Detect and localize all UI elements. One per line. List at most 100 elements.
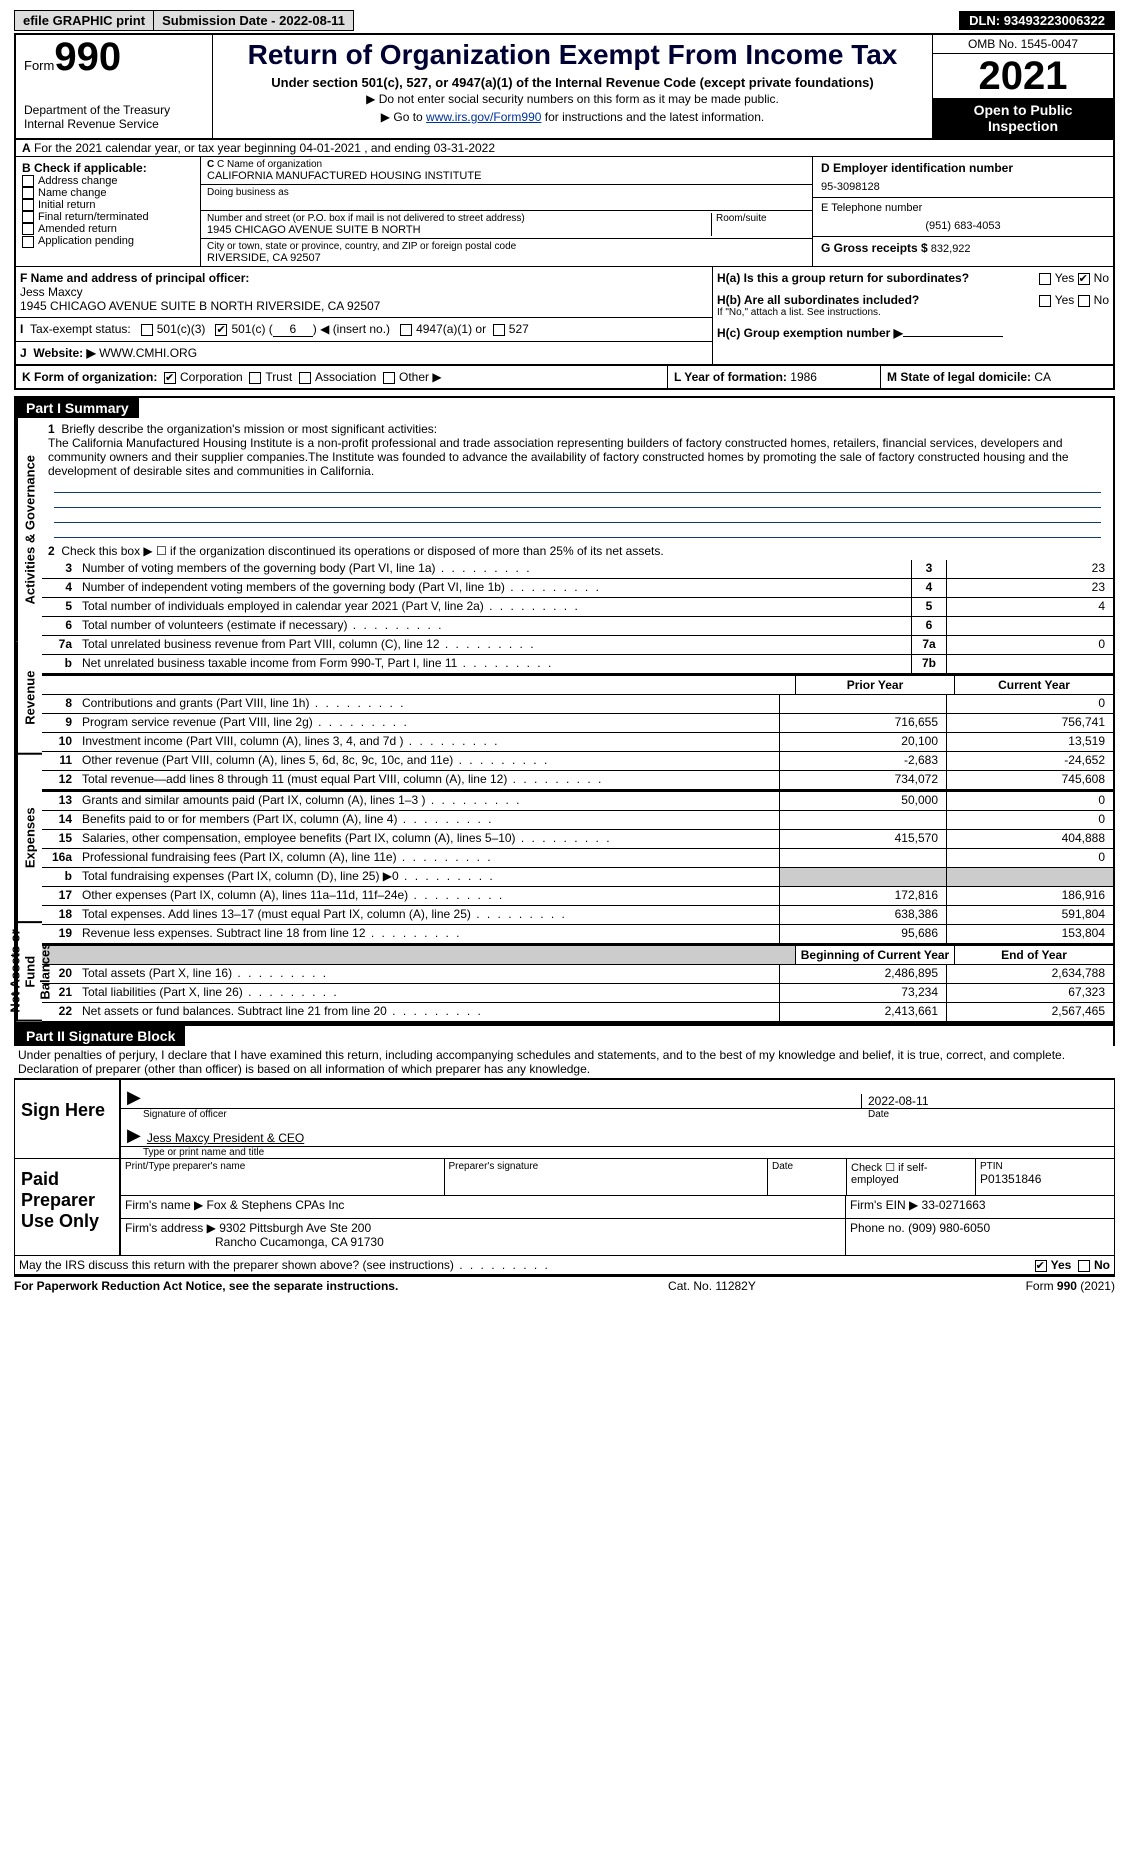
discuss-row: May the IRS discuss this return with the… [14,1256,1115,1275]
hc-label: H(c) Group exemption number ▶ [717,326,903,340]
k-label: K Form of organization: [22,370,157,384]
part-i-body: Activities & Governance Revenue Expenses… [14,418,1115,1024]
yes: Yes [1051,1258,1072,1272]
g-label: G Gross receipts $ [821,241,928,255]
cb-ha-yes[interactable] [1039,273,1051,285]
block-klm: K Form of organization: Corporation Trus… [14,366,1115,390]
part-i-label: Part I Summary [16,398,139,418]
officer-lbl: Type or print name and title [121,1147,1114,1158]
box-j: J Website: ▶ WWW.CMHI.ORG [16,342,712,364]
cb-discuss-no[interactable] [1078,1260,1090,1272]
ptin-lbl: PTIN [980,1161,1110,1172]
firm-addr-lbl: Firm's address ▶ [125,1221,216,1235]
omb: OMB No. 1545-0047 [933,35,1113,54]
submission-date: Submission Date - 2022-08-11 [154,10,354,31]
line-7a: 7aTotal unrelated business revenue from … [42,636,1113,655]
efile-button[interactable]: efile GRAPHIC print [14,10,154,31]
officer-addr: 1945 CHICAGO AVENUE SUITE B NORTH RIVERS… [20,299,380,313]
hdr-right: OMB No. 1545-0047 2021 Open to Public In… [932,35,1113,138]
date-lbl: Date [862,1109,1114,1120]
cb-name-change[interactable] [22,187,34,199]
opt-501c: 501(c) ( [231,322,272,336]
sign-here: Sign Here [15,1080,119,1158]
hb-label: H(b) Are all subordinates included? [717,293,919,307]
cb-501c3[interactable] [141,324,153,336]
box-m: M State of legal domicile: CA [881,366,1113,388]
part-ii-head: Part II Signature Block [14,1024,1115,1046]
cb-corp[interactable] [164,372,176,384]
line-18: 18Total expenses. Add lines 13–17 (must … [42,906,1113,925]
website: WWW.CMHI.ORG [99,346,197,360]
box-ha: H(a) Is this a group return for subordin… [713,267,1113,289]
line-1: 1 Briefly describe the organization's mi… [42,418,1113,542]
opt-name-change: Name change [38,187,107,199]
line-13: 13Grants and similar amounts paid (Part … [42,792,1113,811]
cb-hb-no[interactable] [1078,295,1090,307]
line-10: 10Investment income (Part VIII, column (… [42,733,1113,752]
line-12: 12Total revenue—add lines 8 through 11 (… [42,771,1113,790]
box-hb: H(b) Are all subordinates included? Yes … [713,289,1113,322]
c-name-label: C Name of organization [217,159,322,170]
firm-addr: 9302 Pittsburgh Ave Ste 200 [219,1221,371,1235]
opt-501c-post: ) ◀ (insert no.) [313,322,390,336]
dln-label: DLN: [969,13,1000,28]
ha-label: H(a) Is this a group return for subordin… [717,271,969,285]
j-label: Website: ▶ [33,346,95,360]
cb-hb-yes[interactable] [1039,295,1051,307]
subdate-value: 2022-08-11 [279,13,345,28]
city-label: City or town, state or province, country… [207,241,806,252]
cb-amended[interactable] [22,223,34,235]
cb-trust[interactable] [249,372,261,384]
line-9: 9Program service revenue (Part VIII, lin… [42,714,1113,733]
box-c: C C Name of organizationCALIFORNIA MANUF… [201,157,812,266]
opt-final-return: Final return/terminated [38,211,149,223]
form-header: Form990 Department of the Treasury Inter… [14,33,1115,140]
phone-lbl: Phone no. [850,1221,905,1235]
street: 1945 CHICAGO AVENUE SUITE B NORTH [207,224,711,236]
side-net: Net Assets or Fund Balances [16,923,42,1022]
line-22: 22Net assets or fund balances. Subtract … [42,1003,1113,1022]
identity-block: B Check if applicable: Address change Na… [14,157,1115,267]
cb-assoc[interactable] [299,372,311,384]
dba-label: Doing business as [207,187,806,198]
opt-trust: Trust [265,370,292,384]
cat-no: Cat. No. 11282Y [668,1279,756,1293]
street-label: Number and street (or P.O. box if mail i… [207,213,711,224]
hdr-sub1: Under section 501(c), 527, or 4947(a)(1)… [223,75,922,90]
cb-other[interactable] [383,372,395,384]
opt-other: Other ▶ [399,370,442,384]
irs-link[interactable]: www.irs.gov/Form990 [426,110,541,124]
side-revenue: Revenue [16,642,42,755]
firm-name-lbl: Firm's name ▶ [125,1198,203,1212]
cb-discuss-yes[interactable] [1035,1260,1047,1272]
box-f: F Name and address of principal officer:… [16,267,712,318]
opt-initial-return: Initial return [38,199,95,211]
part-i-head: Part I Summary [14,396,1115,418]
line-11: 11Other revenue (Part VIII, column (A), … [42,752,1113,771]
declaration: Under penalties of perjury, I declare th… [14,1046,1115,1078]
subdate-label: Submission Date - [162,13,275,28]
cb-501c[interactable] [215,324,227,336]
sig-officer-lbl: Signature of officer [121,1109,862,1120]
discuss-text: May the IRS discuss this return with the… [19,1258,454,1272]
cb-4947[interactable] [400,324,412,336]
hdr-sub2: ▶ Do not enter social security numbers o… [223,92,922,106]
line-21: 21Total liabilities (Part X, line 26)73,… [42,984,1113,1003]
footer: For Paperwork Reduction Act Notice, see … [14,1275,1115,1293]
hdr-sub3: ▶ Go to www.irs.gov/Form990 for instruct… [223,110,922,124]
cb-initial-return[interactable] [22,199,34,211]
cb-final-return[interactable] [22,211,34,223]
form-title: Return of Organization Exempt From Incom… [223,39,922,71]
cb-527[interactable] [493,324,505,336]
line-14: 14Benefits paid to or for members (Part … [42,811,1113,830]
sig-date: 2022-08-11 [868,1094,929,1108]
city: RIVERSIDE, CA 92507 [207,252,806,264]
line-6: 6Total number of volunteers (estimate if… [42,617,1113,636]
cb-app-pending[interactable] [22,236,34,248]
prep-date-lbl: Date [772,1161,842,1172]
box-b: B Check if applicable: Address change Na… [16,157,201,266]
cb-ha-no[interactable] [1078,273,1090,285]
cb-address-change[interactable] [22,175,34,187]
opt-501c3: 501(c)(3) [157,322,206,336]
side-expenses: Expenses [16,754,42,923]
